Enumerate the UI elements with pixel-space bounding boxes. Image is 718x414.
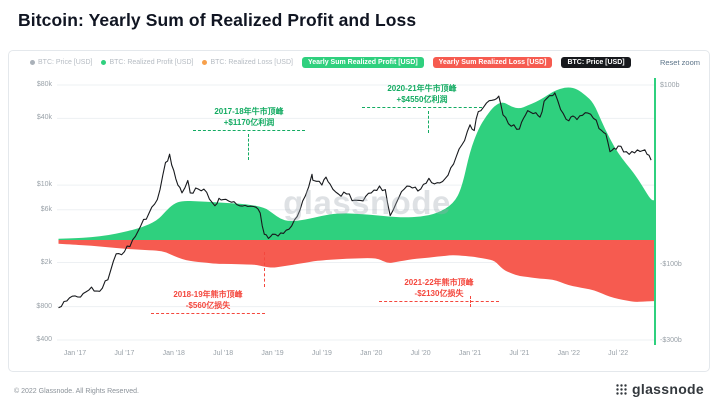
copyright-text: © 2022 Glassnode. All Rights Reserved. [14, 388, 140, 395]
legend-label: BTC: Realized Profit [USD] [109, 59, 194, 66]
legend-label: BTC: Realized Loss [USD] [210, 59, 293, 66]
glassnode-logo: glassnode [615, 381, 704, 397]
legend-label: BTC: Price [USD] [38, 59, 93, 66]
loss-dot-icon [202, 60, 208, 65]
legend-pill-btc-price[interactable]: BTC: Price [USD] [561, 57, 631, 68]
legend-item-realized-profit-muted[interactable]: BTC: Realized Profit [USD] [101, 59, 193, 66]
chart-legend: BTC: Price [USD] BTC: Realized Profit [U… [30, 57, 631, 68]
price-dot-icon [30, 60, 35, 65]
page-title: Bitcoin: Yearly Sum of Realized Profit a… [18, 10, 417, 30]
legend-item-realized-loss-muted[interactable]: BTC: Realized Loss [USD] [202, 59, 293, 66]
legend-item-btc-price-muted[interactable]: BTC: Price [USD] [30, 59, 92, 66]
reset-zoom-button[interactable]: Reset zoom [659, 58, 700, 67]
legend-pill-yearly-sum-loss[interactable]: Yearly Sum Realized Loss [USD] [432, 57, 553, 68]
glassnode-logo-icon [616, 383, 627, 395]
profit-dot-icon [101, 60, 107, 65]
legend-pill-yearly-sum-profit[interactable]: Yearly Sum Realized Profit [USD] [301, 57, 424, 68]
glassnode-logo-text: glassnode [632, 381, 704, 397]
